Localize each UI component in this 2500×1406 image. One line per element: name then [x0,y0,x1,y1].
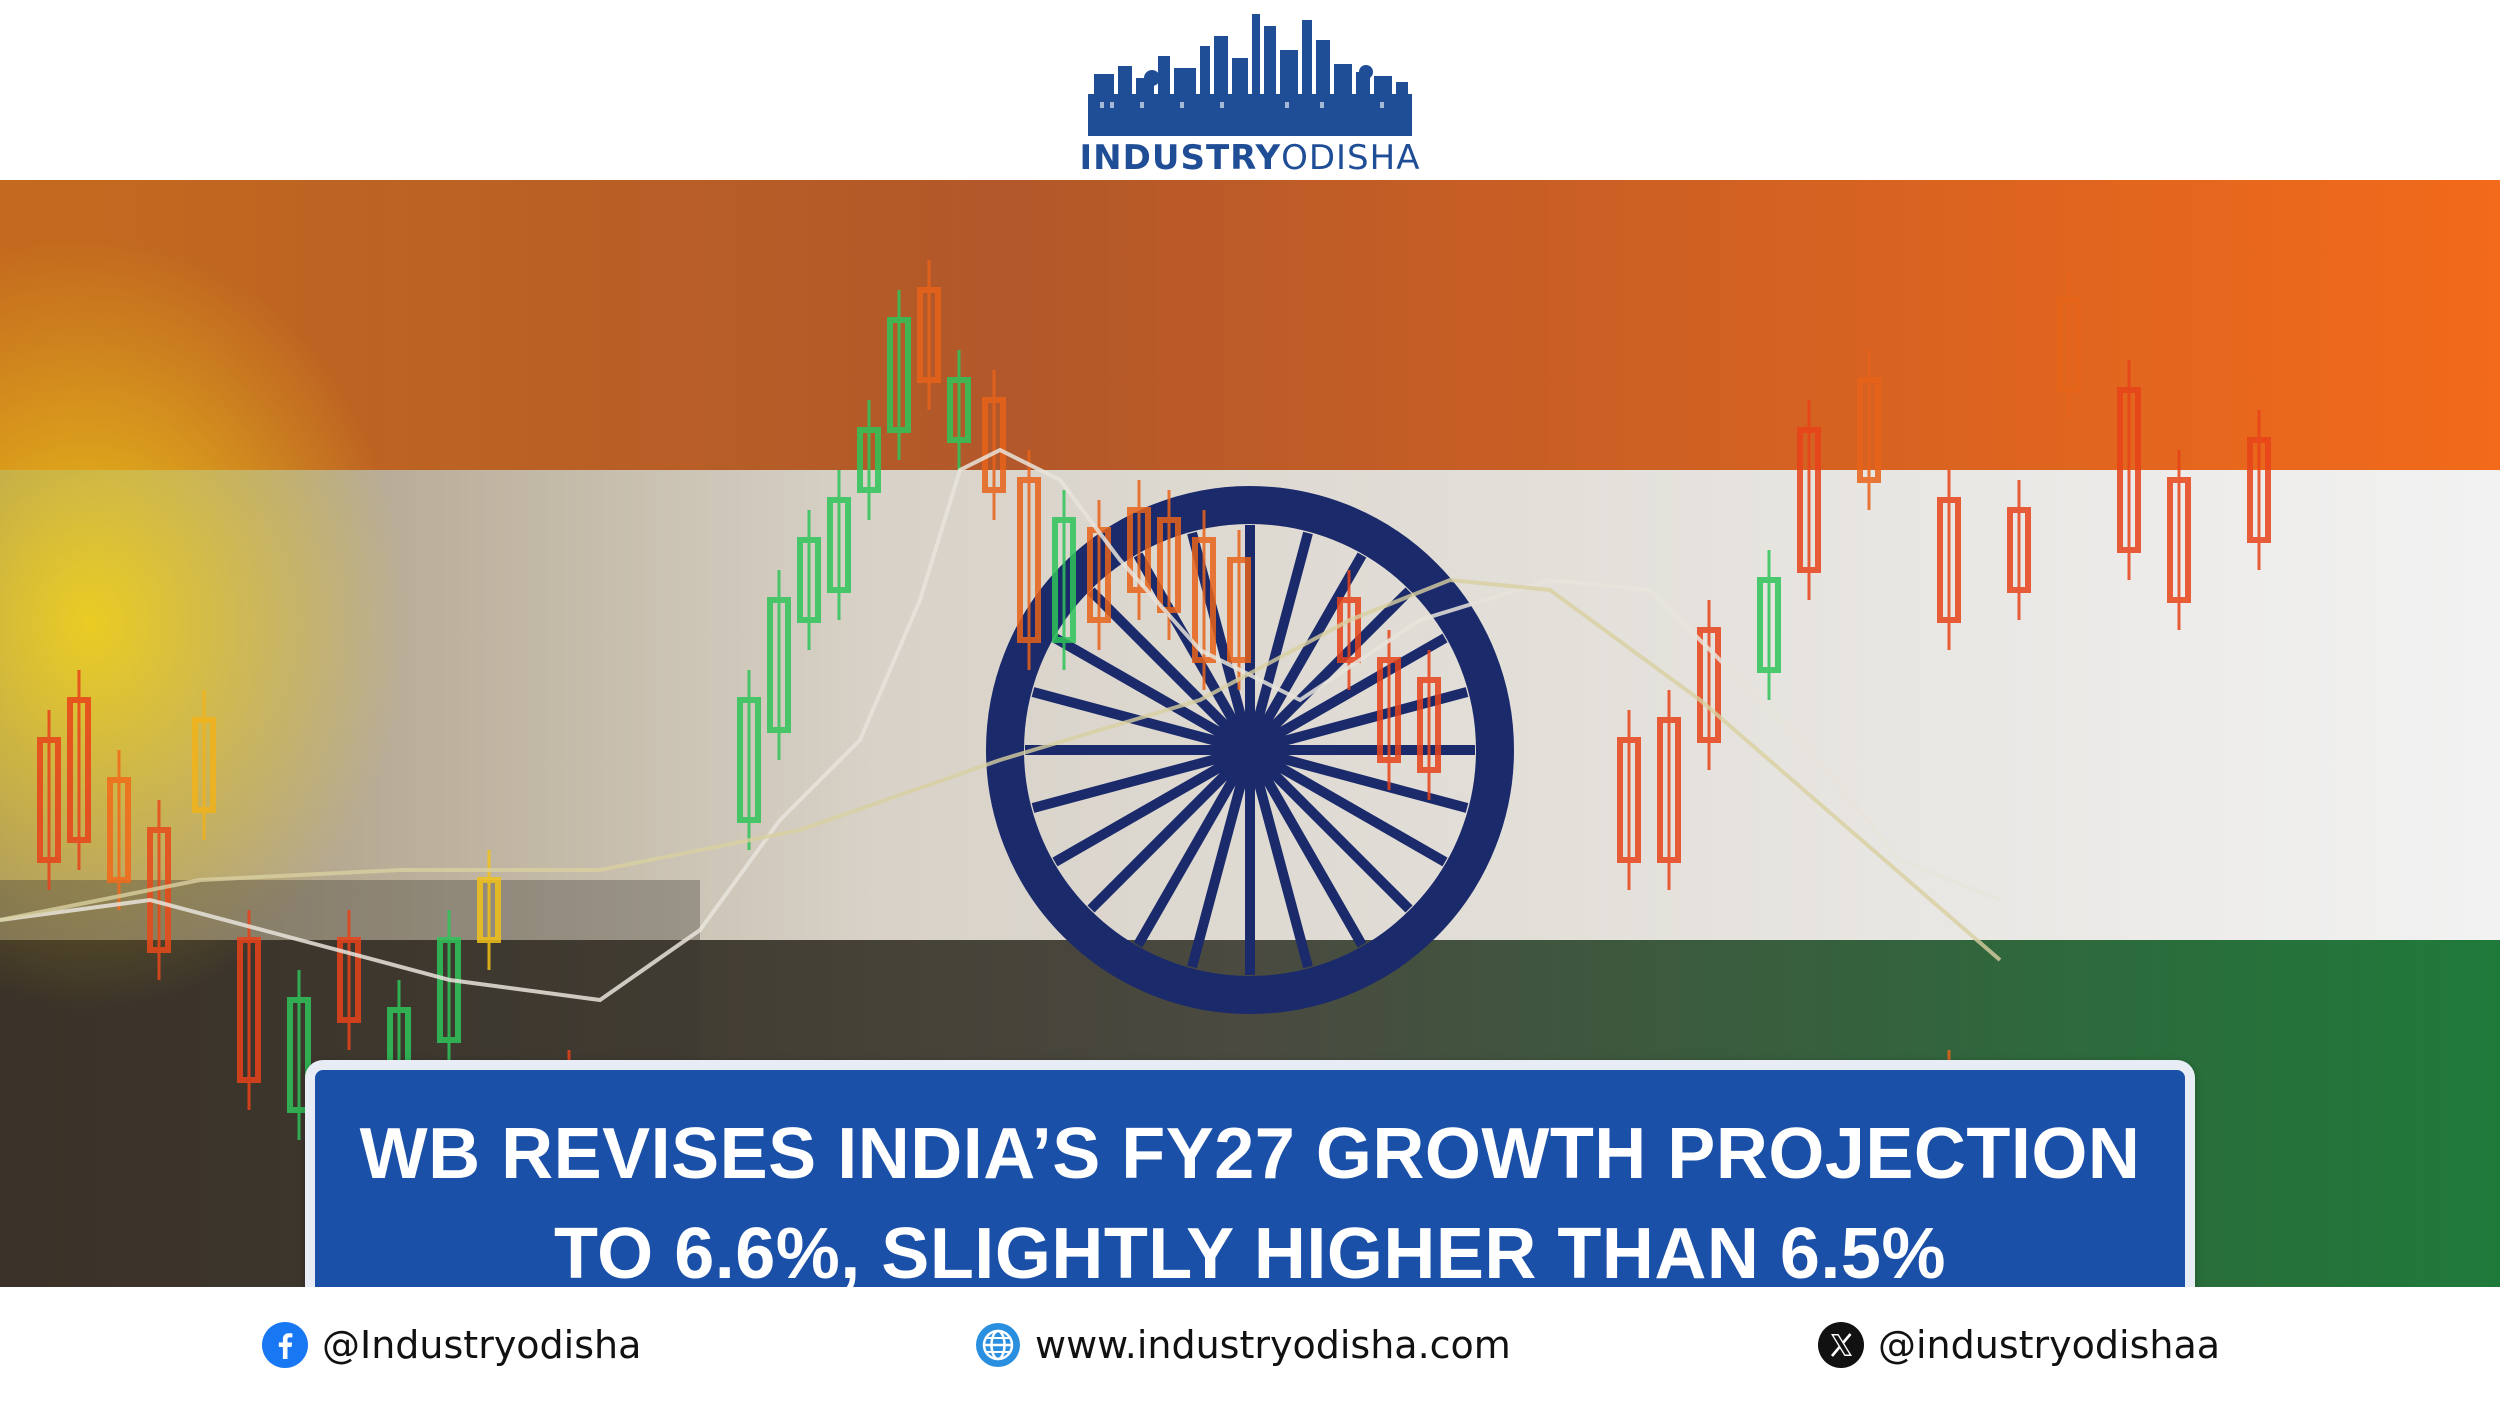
candle-body [2007,507,2031,593]
facebook-handle: @Industryodisha [322,1323,642,1367]
logo-text-regular: ODISHA [1281,138,1421,178]
candle-body [437,937,461,1043]
website-url: www.industryodisha.com [1035,1323,1511,1367]
candle-body [1757,577,1781,673]
candle-body [1157,517,1181,613]
candle-body [737,697,761,823]
candle-body [1937,497,1961,623]
candle-body [1617,737,1641,863]
header: INDUSTRYODISHA [0,0,2500,180]
ashoka-chakra-graphic [986,486,1514,1014]
candle-body [1797,427,1821,573]
candle-body [827,497,851,593]
candle-body [237,937,261,1083]
headline-line-2: TO 6.6%, SLIGHTLY HIGHER THAN 6.5% [554,1214,1946,1287]
candle-body [1127,507,1151,593]
candle-body [797,537,821,623]
logo-wordmark: INDUSTRYODISHA [1070,138,1430,178]
headline-banner: WB REVISES INDIA’S FY27 GROWTH PROJECTIO… [305,1060,2195,1287]
candle-body [287,997,311,1113]
globe-icon [976,1323,1020,1367]
candle-body [2057,297,2081,393]
city-skyline-icon [1088,14,1412,136]
x-link[interactable]: @industryodishaa [1818,1317,2220,1373]
candle-body [2117,387,2141,553]
candle-body [1192,537,1216,663]
x-icon [1818,1322,1864,1368]
candle-body [2167,477,2191,603]
facebook-link[interactable]: @Industryodisha [262,1317,641,1373]
candle-body [1052,517,1076,643]
site-logo[interactable]: INDUSTRYODISHA [1070,6,1430,178]
candle-body [857,427,881,493]
candle-body [1337,597,1361,663]
hero-image: WB REVISES INDIA’S FY27 GROWTH PROJECTIO… [0,180,2500,1287]
candle-body [982,397,1006,493]
headline-text: WB REVISES INDIA’S FY27 GROWTH PROJECTIO… [315,1104,2185,1287]
candle-body [1227,557,1251,663]
candle-body [1017,477,1041,643]
candle-body [1377,657,1401,763]
candle-body [337,937,361,1023]
candle-body [1417,677,1441,773]
candle-body [1857,377,1881,483]
candle-body [767,597,791,733]
facebook-icon [262,1322,308,1368]
headline-line-1: WB REVISES INDIA’S FY27 GROWTH PROJECTIO… [359,1114,2141,1194]
candle-body [192,717,216,813]
candle-body [37,737,61,863]
candle-body [1657,717,1681,863]
candle-body [887,317,911,433]
candle-body [2247,437,2271,543]
website-link[interactable]: www.industryodisha.com [975,1317,1511,1373]
logo-text-bold: INDUSTRY [1079,138,1282,178]
candle-body [917,287,941,383]
candle-body [67,697,91,843]
x-handle: @industryodishaa [1878,1323,2221,1367]
candle-body [947,377,971,443]
footer: @Industryodisha www.industryodisha.com @… [0,1287,2500,1406]
candle-body [477,877,501,943]
candle-body [1697,627,1721,743]
candle-body [107,777,131,883]
